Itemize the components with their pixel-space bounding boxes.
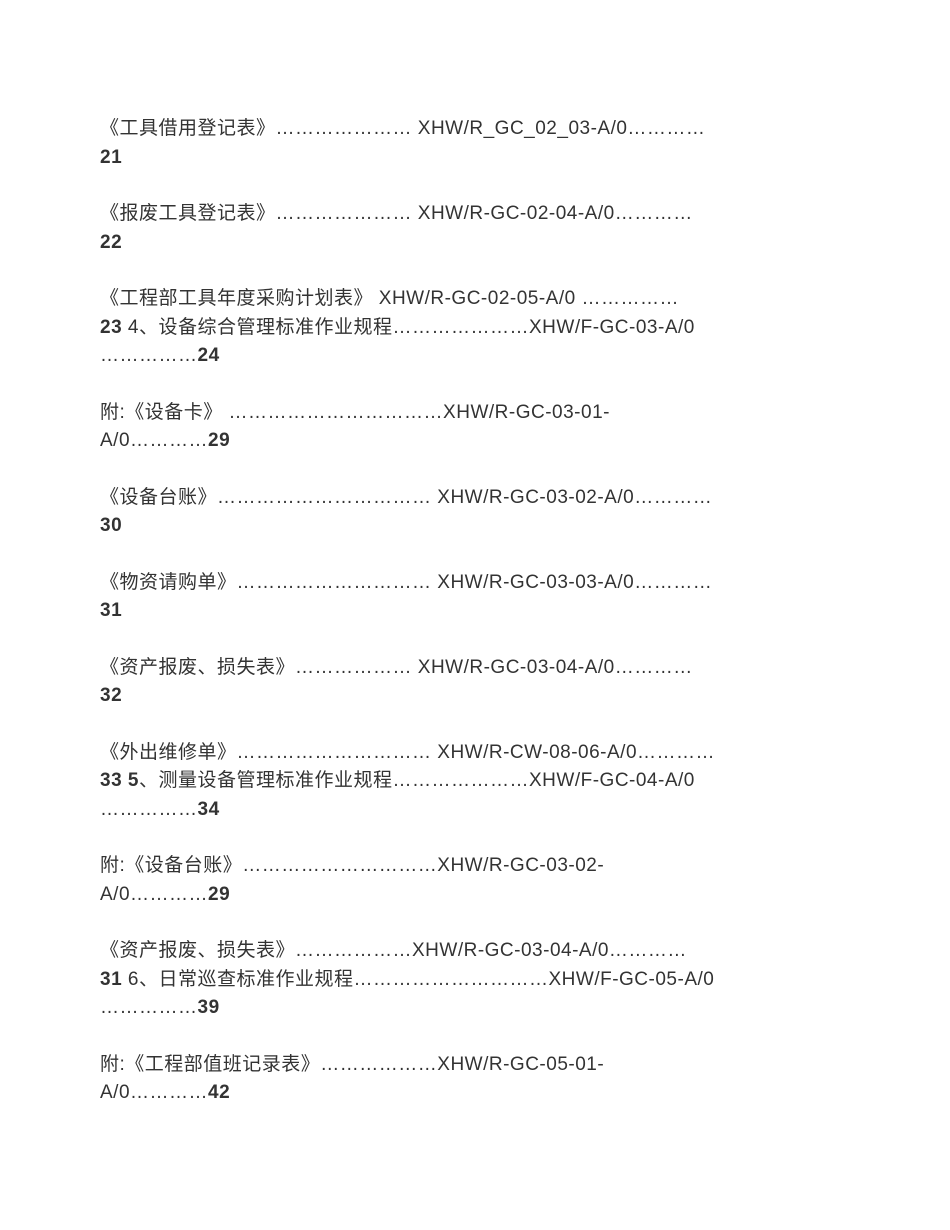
entry-line-2: 23 4、设备综合管理标准作业规程…………………XHW/F-GC-03-A/0 xyxy=(100,314,850,343)
entry-line-1: 《资产报废、损失表》……………… XHW/R-GC-03-04-A/0………… xyxy=(100,654,850,683)
entry-line-1: 《设备台账》…………………………… XHW/R-GC-03-02-A/0………… xyxy=(100,484,850,513)
entry-line-1: 附:《工程部值班记录表》………………XHW/R-GC-05-01- xyxy=(100,1051,850,1080)
toc-entry: 《物资请购单》………………………… XHW/R-GC-03-03-A/0…………… xyxy=(100,569,850,626)
entry-line-1: 附:《设备卡》 ……………………………XHW/R-GC-03-01- xyxy=(100,399,850,428)
page-number: 33 xyxy=(100,770,122,791)
entry-line-1: 《物资请购单》………………………… XHW/R-GC-03-03-A/0………… xyxy=(100,569,850,598)
entry-dots: …………… xyxy=(100,997,198,1018)
page-number: 21 xyxy=(100,147,122,168)
toc-entry: 《报废工具登记表》………………… XHW/R-GC-02-04-A/0………… … xyxy=(100,200,850,257)
entry-text: 6、日常巡查标准作业规程…………………………XHW/F-GC-05-A/0 xyxy=(122,969,714,990)
toc-entry: 《工程部工具年度采购计划表》 XHW/R-GC-02-05-A/0 …………… … xyxy=(100,285,850,371)
page-number: 29 xyxy=(208,884,230,905)
page-number: 29 xyxy=(208,430,230,451)
entry-line-2: A/0…………42 xyxy=(100,1079,850,1108)
entry-line-1: 《工程部工具年度采购计划表》 XHW/R-GC-02-05-A/0 …………… xyxy=(100,285,850,314)
page-number: 34 xyxy=(198,799,220,820)
entry-dots: …………… xyxy=(100,799,198,820)
page-number: 22 xyxy=(100,232,122,253)
page-number: 23 xyxy=(100,317,122,338)
entry-text: 4、设备综合管理标准作业规程…………………XHW/F-GC-03-A/0 xyxy=(122,317,695,338)
entry-line-2: A/0…………29 xyxy=(100,881,850,910)
entry-tail: 、测量设备管理标准作业规程…………………XHW/F-GC-04-A/0 xyxy=(139,770,695,791)
entry-line-2: 31 6、日常巡查标准作业规程…………………………XHW/F-GC-05-A/0 xyxy=(100,966,850,995)
toc-entry: 《资产报废、损失表》……………… XHW/R-GC-03-04-A/0………… … xyxy=(100,654,850,711)
entry-dots: …………… xyxy=(100,345,198,366)
toc-entry: 附:《设备卡》 ……………………………XHW/R-GC-03-01- A/0……… xyxy=(100,399,850,456)
entry-line-2: 32 xyxy=(100,682,850,711)
document-content: 《工具借用登记表》………………… XHW/R_GC_02_03-A/0………… … xyxy=(100,115,850,1108)
toc-entry: 附:《工程部值班记录表》………………XHW/R-GC-05-01- A/0………… xyxy=(100,1051,850,1108)
entry-line-1: 《外出维修单》………………………… XHW/R-CW-08-06-A/0………… xyxy=(100,739,850,768)
entry-line-2: 31 xyxy=(100,597,850,626)
toc-entry: 附:《设备台账》…………………………XHW/R-GC-03-02- A/0………… xyxy=(100,852,850,909)
entry-prefix: A/0………… xyxy=(100,884,208,905)
page-number: 32 xyxy=(100,685,122,706)
entry-line-2: 21 xyxy=(100,144,850,173)
toc-entry: 《资产报废、损失表》………………XHW/R-GC-03-04-A/0………… 3… xyxy=(100,937,850,1023)
entry-line-1: 《报废工具登记表》………………… XHW/R-GC-02-04-A/0………… xyxy=(100,200,850,229)
page-number: 39 xyxy=(198,997,220,1018)
entry-line-2: 33 5、测量设备管理标准作业规程…………………XHW/F-GC-04-A/0 xyxy=(100,767,850,796)
page-number: 24 xyxy=(198,345,220,366)
entry-line-2: 30 xyxy=(100,512,850,541)
toc-entry: 《工具借用登记表》………………… XHW/R_GC_02_03-A/0………… … xyxy=(100,115,850,172)
entry-line-3: ……………24 xyxy=(100,342,850,371)
toc-entry: 《外出维修单》………………………… XHW/R-CW-08-06-A/0…………… xyxy=(100,739,850,825)
entry-prefix: A/0………… xyxy=(100,430,208,451)
entry-line-2: A/0…………29 xyxy=(100,427,850,456)
toc-entry: 《设备台账》…………………………… XHW/R-GC-03-02-A/0…………… xyxy=(100,484,850,541)
page-number: 30 xyxy=(100,515,122,536)
entry-line-1: 附:《设备台账》…………………………XHW/R-GC-03-02- xyxy=(100,852,850,881)
entry-line-3: ……………34 xyxy=(100,796,850,825)
entry-line-3: ……………39 xyxy=(100,994,850,1023)
page-number: 42 xyxy=(208,1082,230,1103)
page-number: 31 xyxy=(100,969,122,990)
entry-line-1: 《工具借用登记表》………………… XHW/R_GC_02_03-A/0………… xyxy=(100,115,850,144)
page-number: 31 xyxy=(100,600,122,621)
entry-prefix: A/0………… xyxy=(100,1082,208,1103)
section-number: 5 xyxy=(128,770,139,791)
entry-line-2: 22 xyxy=(100,229,850,258)
entry-line-1: 《资产报废、损失表》………………XHW/R-GC-03-04-A/0………… xyxy=(100,937,850,966)
